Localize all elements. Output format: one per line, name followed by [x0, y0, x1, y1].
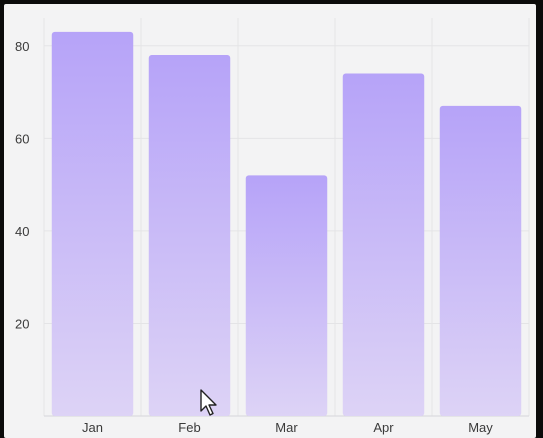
bar-may[interactable] [439, 105, 522, 416]
chart-frame: 20 40 60 80 Jan Feb Mar Apr May [4, 4, 536, 438]
x-axis-labels: Jan Feb Mar Apr May [82, 420, 493, 435]
bar-chart: 20 40 60 80 Jan Feb Mar Apr May [15, 18, 530, 435]
y-axis-ticks: 20 40 60 80 [15, 39, 29, 332]
x-tick-label: Jan [82, 420, 103, 435]
x-tick-label: Apr [373, 420, 394, 435]
x-tick-label: Mar [275, 420, 298, 435]
bar-mar[interactable] [245, 175, 328, 416]
x-tick-label: Feb [178, 420, 200, 435]
y-tick-label: 20 [15, 316, 29, 331]
y-tick-label: 60 [15, 131, 29, 146]
bar-jan[interactable] [51, 31, 134, 416]
x-tick-label: May [468, 420, 493, 435]
bar-apr[interactable] [342, 73, 425, 416]
bar-feb[interactable] [148, 55, 231, 416]
mouse-pointer-icon [200, 389, 217, 416]
bars [51, 31, 522, 416]
y-tick-label: 40 [15, 224, 29, 239]
y-tick-label: 80 [15, 39, 29, 54]
